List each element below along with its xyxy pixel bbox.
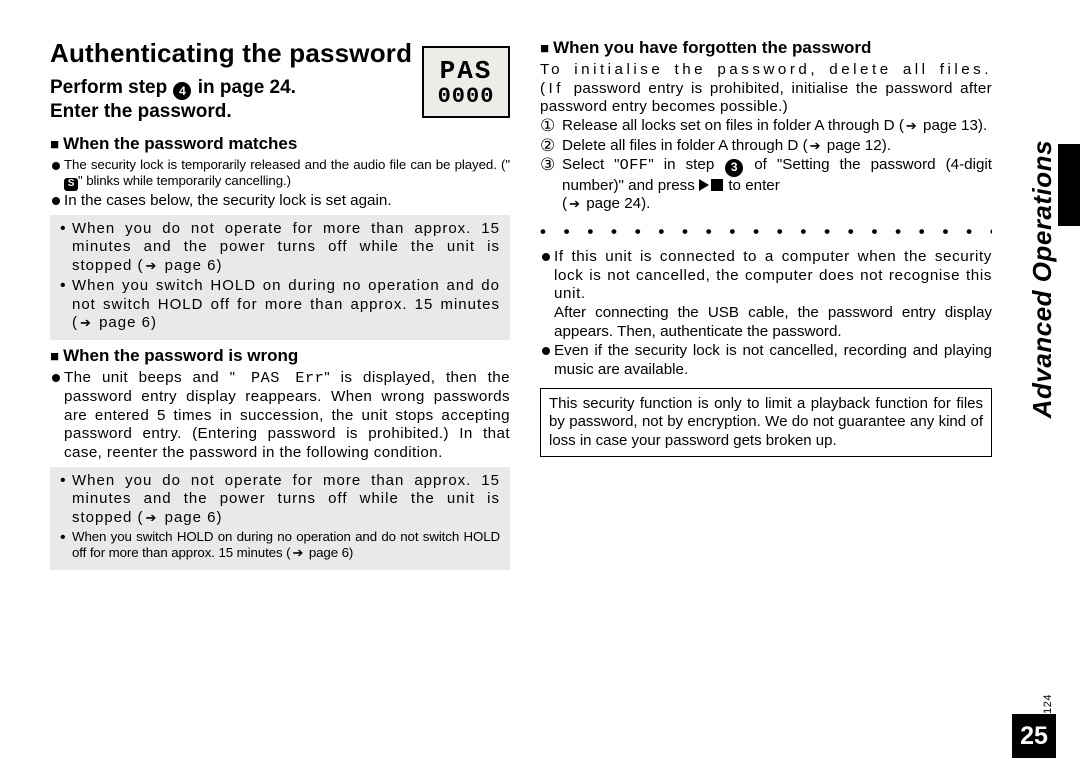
s-icon: S	[64, 178, 78, 191]
step-1: ① Release all locks set on files in fold…	[540, 117, 992, 136]
arrow-icon	[290, 545, 305, 560]
side-black-tab	[1058, 144, 1080, 226]
arrow-icon	[144, 509, 160, 526]
security-disclaimer-box: This security function is only to limit …	[540, 388, 992, 457]
arrow-icon	[904, 117, 919, 134]
section-password-matches: When the password matches	[50, 134, 510, 155]
gray-item-3: When you do not operate for more than ap…	[60, 472, 500, 527]
forgot-intro: To initialise the password, delete all f…	[540, 61, 992, 117]
gray-item-2: When you switch HOLD on during no operat…	[60, 277, 500, 332]
arrow-icon	[567, 195, 582, 212]
section-password-wrong: When the password is wrong	[50, 346, 510, 367]
lcd-text-pas-err: PAS Err	[235, 369, 324, 387]
step-4-icon: 4	[173, 82, 191, 100]
gray-item-1: When you do not operate for more than ap…	[60, 220, 500, 275]
arrow-icon	[144, 257, 160, 274]
lcd-text-off: OFF	[620, 156, 649, 174]
page-number: 25	[1012, 714, 1056, 758]
circled-1-icon: ①	[540, 117, 555, 134]
section-forgot-password: When you have forgotten the password	[540, 38, 992, 59]
bullet-match-1: The security lock is temporarily release…	[50, 157, 510, 191]
lcd-line-1: PAS	[440, 58, 493, 84]
lcd-display: PAS 0000	[422, 46, 510, 118]
play-stop-icon	[699, 179, 724, 191]
arrow-icon	[78, 314, 94, 331]
graybox-match: When you do not operate for more than ap…	[50, 215, 510, 341]
section-label: Advanced Operations	[1027, 140, 1058, 418]
manual-page: Authenticating the password PAS 0000 Per…	[0, 0, 1080, 766]
note-computer: If this unit is connected to a computer …	[540, 248, 992, 341]
left-column: Authenticating the password PAS 0000 Per…	[50, 38, 510, 576]
dot-separator: • • • • • • • • • • • • • • • • • • • • …	[540, 222, 992, 243]
note-recording: Even if the security lock is not cancell…	[540, 342, 992, 379]
bullet-wrong: The unit beeps and " PAS Err" is display…	[50, 369, 510, 462]
right-column: When you have forgotten the password To …	[540, 38, 992, 576]
circled-3-icon: ③	[540, 156, 555, 173]
lcd-line-2: 0000	[438, 86, 495, 108]
bullet-match-2: In the cases below, the security lock is…	[50, 192, 510, 211]
arrow-icon	[808, 137, 823, 154]
gray-item-4: When you switch HOLD on during no operat…	[60, 529, 500, 562]
step-3: ③ Select "OFF" in step 3 of "Setting the…	[540, 156, 992, 214]
circled-2-icon: ②	[540, 137, 555, 154]
step-3-icon: 3	[725, 159, 743, 177]
step-2: ② Delete all files in folder A through D…	[540, 137, 992, 156]
graybox-wrong: When you do not operate for more than ap…	[50, 467, 510, 570]
two-columns: Authenticating the password PAS 0000 Per…	[50, 38, 1008, 576]
